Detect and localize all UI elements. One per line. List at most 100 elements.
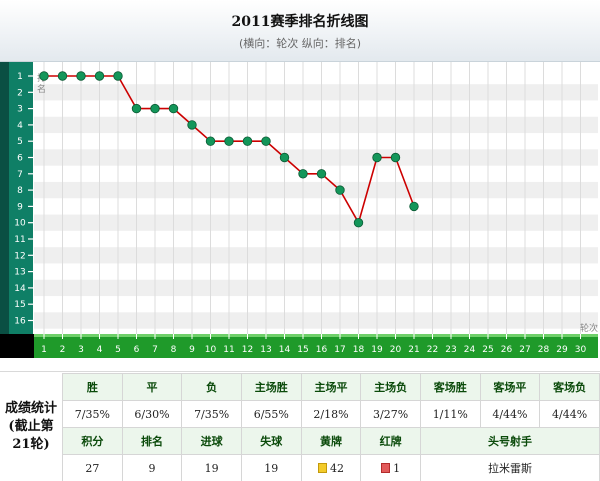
y-tick-label: 7 bbox=[17, 170, 23, 180]
x-tick-label: 6 bbox=[134, 345, 140, 355]
rank-point bbox=[94, 71, 105, 81]
grid-band bbox=[34, 84, 598, 101]
x-tick-label: 22 bbox=[427, 345, 438, 355]
x-tick-label: 30 bbox=[575, 345, 587, 355]
header-home-draws: 主场平 bbox=[300, 373, 362, 401]
y-tick-label: 4 bbox=[17, 121, 23, 131]
y-tick-label: 6 bbox=[17, 154, 23, 164]
red-card-count: 1 bbox=[393, 461, 401, 475]
x-tick-label: 29 bbox=[556, 345, 568, 355]
y-tick-label: 11 bbox=[14, 235, 25, 245]
stats-panel: 成绩统计 (截止第 21轮) 胜 平 负 主场胜 主场平 主场负 客场胜 客场平… bbox=[0, 371, 600, 481]
y-tick-label: 9 bbox=[17, 202, 23, 212]
rank-point bbox=[57, 71, 68, 81]
y-tick-label: 3 bbox=[17, 105, 23, 115]
value-home-wins: 6/55% bbox=[240, 400, 302, 428]
red-card-icon bbox=[381, 462, 391, 473]
value-top-scorer: 拉米雷斯 bbox=[419, 454, 600, 481]
x-axis-bar bbox=[34, 334, 598, 358]
y-tick-label: 2 bbox=[17, 88, 23, 98]
value-red-cards: 1 bbox=[360, 454, 421, 481]
header-goals-for: 进球 bbox=[181, 427, 242, 455]
stats-table: 胜 平 负 主场胜 主场平 主场负 客场胜 客场平 客场负 7/35% 6/30… bbox=[62, 373, 600, 481]
rank-point bbox=[131, 103, 142, 114]
header-away-draws: 客场平 bbox=[479, 373, 541, 401]
y-axis-edge bbox=[0, 62, 9, 334]
x-tick-label: 19 bbox=[371, 345, 383, 355]
rank-point bbox=[168, 103, 179, 114]
y-tick-label: 15 bbox=[14, 300, 25, 310]
x-tick-label: 8 bbox=[171, 345, 177, 355]
x-tick-label: 12 bbox=[242, 345, 253, 355]
header-wins: 胜 bbox=[62, 373, 123, 401]
x-tick-label: 13 bbox=[260, 345, 271, 355]
header-home-wins: 主场胜 bbox=[240, 373, 302, 401]
rank-point bbox=[205, 136, 216, 146]
rank-point bbox=[372, 152, 382, 163]
y-tick-label: 14 bbox=[14, 284, 26, 294]
x-tick-label: 25 bbox=[482, 345, 493, 355]
y-tick-label: 12 bbox=[14, 251, 25, 261]
x-tick-label: 7 bbox=[152, 345, 158, 355]
x-tick-label: 17 bbox=[334, 345, 345, 355]
grid-band bbox=[34, 149, 598, 166]
stats-value-row-2: 27 9 19 19 42 1 拉米雷斯 bbox=[62, 454, 600, 481]
value-away-losses: 4/44% bbox=[539, 400, 600, 428]
value-away-draws: 4/44% bbox=[479, 400, 541, 428]
rank-point bbox=[242, 136, 253, 146]
x-tick-label: 10 bbox=[205, 345, 217, 355]
stats-header-row-2: 积分 排名 进球 失球 黄牌 红牌 头号射手 bbox=[62, 427, 600, 455]
x-tick-label: 27 bbox=[519, 345, 530, 355]
y-axis-title-char: 名 bbox=[37, 83, 46, 95]
x-tick-label: 4 bbox=[97, 345, 103, 355]
x-tick-label: 20 bbox=[390, 345, 402, 355]
y-tick-label: 10 bbox=[14, 219, 26, 229]
x-tick-label: 23 bbox=[445, 345, 456, 355]
header-home-losses: 主场负 bbox=[360, 373, 421, 401]
value-points: 27 bbox=[62, 454, 123, 481]
header-losses: 负 bbox=[181, 373, 242, 401]
rank-point bbox=[224, 136, 234, 146]
stats-header-row-1: 胜 平 负 主场胜 主场平 主场负 客场胜 客场平 客场负 bbox=[62, 373, 600, 401]
x-tick-label: 16 bbox=[316, 345, 328, 355]
value-away-wins: 1/11% bbox=[419, 400, 481, 428]
x-tick-label: 18 bbox=[353, 345, 365, 355]
grid-band bbox=[34, 214, 598, 231]
rank-point bbox=[279, 152, 290, 163]
rank-point bbox=[261, 136, 271, 146]
value-home-losses: 3/27% bbox=[360, 400, 421, 428]
header-goals-against: 失球 bbox=[240, 427, 302, 455]
value-goals-against: 19 bbox=[240, 454, 302, 481]
grid-band bbox=[34, 116, 598, 134]
value-goals-for: 19 bbox=[181, 454, 242, 481]
value-draws: 6/30% bbox=[121, 400, 183, 428]
title-area: 2011赛季排名折线图 (横向：轮次 纵向：排名) bbox=[0, 0, 600, 62]
y-tick-label: 16 bbox=[14, 317, 26, 327]
header-away-losses: 客场负 bbox=[539, 373, 600, 401]
grid-band bbox=[34, 312, 598, 329]
rank-point bbox=[76, 71, 86, 81]
x-tick-label: 2 bbox=[60, 345, 66, 355]
x-tick-label: 15 bbox=[297, 345, 308, 355]
rank-point bbox=[150, 103, 160, 114]
header-rank: 排名 bbox=[121, 427, 183, 455]
stats-value-row-1: 7/35% 6/30% 7/35% 6/55% 2/18% 3/27% 1/11… bbox=[62, 400, 600, 428]
x-tick-label: 21 bbox=[408, 345, 419, 355]
grid-band bbox=[34, 247, 598, 264]
rank-point bbox=[409, 201, 419, 212]
value-rank: 9 bbox=[121, 454, 183, 481]
value-yellow-cards: 42 bbox=[300, 454, 362, 481]
value-losses: 7/35% bbox=[181, 400, 242, 428]
grid-band bbox=[34, 181, 598, 199]
rank-point bbox=[353, 217, 364, 228]
x-tick-label: 9 bbox=[189, 345, 195, 355]
y-tick-label: 8 bbox=[17, 186, 23, 196]
rank-point bbox=[335, 185, 345, 195]
rank-point bbox=[390, 152, 401, 163]
header-top-scorer: 头号射手 bbox=[419, 427, 600, 455]
yellow-card-count: 42 bbox=[329, 461, 344, 475]
rank-point bbox=[113, 71, 123, 81]
header-draws: 平 bbox=[121, 373, 183, 401]
rank-point bbox=[316, 169, 327, 179]
